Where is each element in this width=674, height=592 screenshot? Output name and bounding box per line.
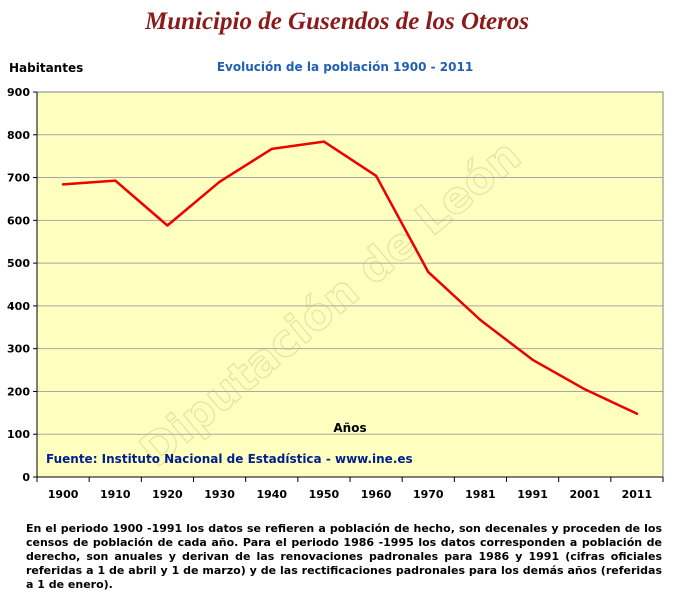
x-tick-label: 1991 [517,488,548,501]
data-point [583,388,586,391]
y-tick-label: 300 [7,343,30,356]
data-point [635,412,639,415]
data-point [218,180,221,184]
data-point [270,147,273,151]
x-tick-label: 1950 [309,488,340,501]
data-point [61,183,65,186]
data-point [427,270,430,274]
y-tick-label: 0 [22,471,30,484]
y-tick-label: 100 [7,428,30,441]
x-tick-label: 1900 [48,488,79,501]
x-axis-title: Años [333,421,366,435]
chart-subtitle: Evolución de la población 1900 - 2011 [216,60,474,74]
data-point [479,318,482,322]
data-point [166,224,169,227]
x-tick-label: 1970 [413,488,444,501]
data-point [114,179,117,182]
source-text: Fuente: Instituto Nacional de Estadístic… [46,452,413,466]
y-tick-label: 200 [7,385,30,398]
data-point [322,140,326,143]
y-tick-label: 500 [7,257,30,270]
data-point [374,174,378,178]
x-tick-label: 1910 [100,488,131,501]
x-tick-label: 2001 [569,488,600,501]
y-tick-label: 800 [7,129,30,142]
y-axis-label: Habitantes [9,61,84,75]
y-tick-label: 900 [7,86,30,99]
methodology-note: En el periodo 1900 -1991 los datos se re… [26,522,662,591]
y-tick-label: 700 [7,172,30,185]
y-tick-label: 400 [7,300,30,313]
plot-area [37,92,663,477]
x-tick-label: 1920 [152,488,183,501]
series-line [61,140,639,415]
data-point [531,358,534,361]
x-tick-label: 1940 [256,488,287,501]
x-tick-label: 1960 [361,488,392,501]
y-tick-label: 600 [7,214,30,227]
x-tick-label: 2011 [622,488,653,501]
x-tick-label: 1930 [204,488,235,501]
x-tick-label: 1981 [465,488,496,501]
page-title: Municipio de Gusendos de los Oteros [144,8,530,35]
